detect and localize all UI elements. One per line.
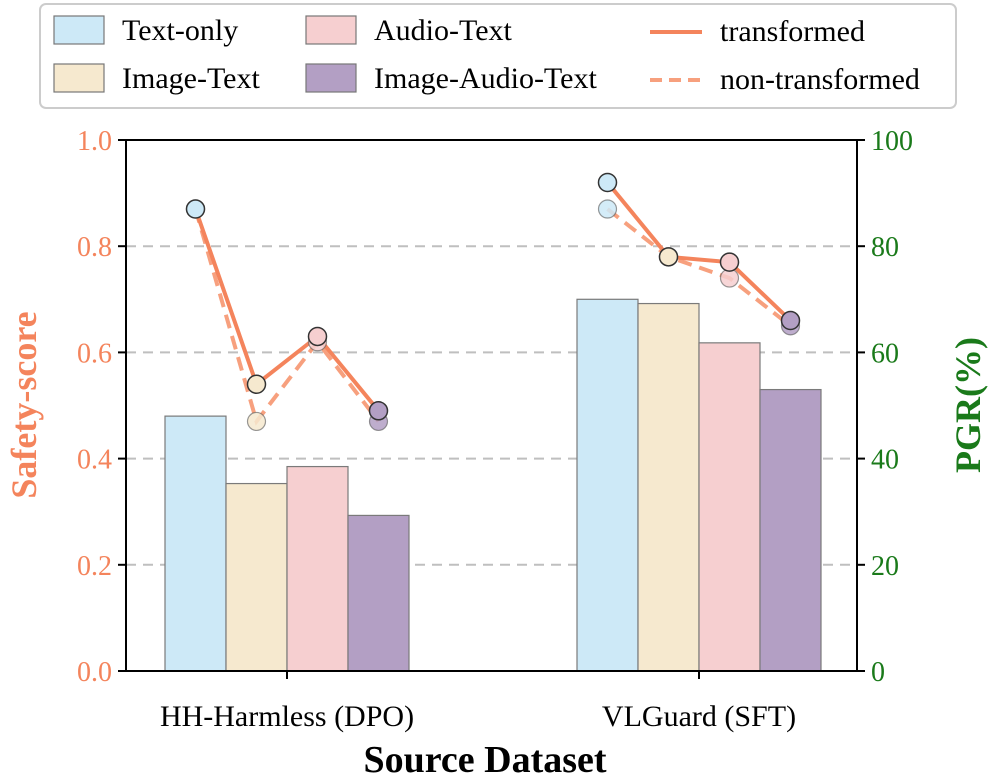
legend-swatch [305,15,357,45]
right-tick-label: 60 [871,338,899,369]
legend-label: Image-Audio-Text [374,62,597,95]
axes [125,139,858,672]
left-tick-label: 0.0 [77,657,112,688]
axis-labels: Source Dataset Safety-score PGR(%) [4,311,988,781]
x-tick-label: VLGuard (SFT) [602,700,796,733]
marker-transformed [368,401,389,421]
right-tick-label: 40 [871,445,899,476]
left-axis-title: Safety-score [4,311,44,498]
right-tick-label: 100 [871,126,913,157]
legend-label: transformed [720,15,865,48]
marker-transformed [597,172,618,193]
legend-box [39,3,957,109]
marker-non-transformed [597,199,618,219]
legend-label: Text-only [122,14,238,47]
legend-swatch [53,63,105,93]
bars [164,298,822,672]
marker-transformed [780,310,801,331]
bar-text-only-1 [576,298,639,672]
legend-label: Audio-Text [374,14,513,47]
bar-image-audio-text-1 [759,388,822,672]
bar-image-audio-text-0 [347,514,410,672]
left-tick-label: 0.8 [77,232,112,263]
line-transformed-1 [605,181,792,322]
series-lines [185,172,801,432]
right-tick-label: 0 [871,657,885,688]
marker-transformed [246,374,267,395]
line-transformed-0 [193,208,381,413]
marker-transformed [719,252,740,272]
x-tick-label: HH-Harmless (DPO) [160,700,414,733]
right-tick-label: 80 [871,232,899,263]
marker-transformed [307,326,328,347]
legend-label: non-transformed [720,63,920,96]
line-non-transformed-1 [606,207,792,328]
marker-transformed [658,247,679,267]
ticks: 0.0 0.2 0.4 0.6 0.8 1.0 0 20 40 60 80 100 HH-Harmles… [77,126,913,733]
left-tick-label: 1.0 [77,126,112,157]
bar-image-text-0 [225,482,288,672]
left-tick-label: 0.4 [77,445,112,476]
legend-label: Image-Text [122,62,260,95]
legend: Text-only Image-Text Audio-Text Image-Audio… [39,3,957,109]
x-axis-title: Source Dataset [363,739,606,781]
marker-transformed [185,199,206,219]
bar-audio-text-0 [286,465,349,672]
right-tick-label: 20 [871,551,899,582]
marker-non-transformed [246,411,267,432]
left-tick-label: 0.6 [77,338,112,369]
legend-swatch [53,15,105,45]
bar-image-text-1 [637,302,700,672]
bar-text-only-0 [164,415,227,672]
bar-audio-text-1 [698,342,761,672]
line-non-transformed-0 [193,208,381,426]
left-tick-label: 0.2 [77,551,112,582]
right-axis-title: PGR(%) [948,337,988,473]
legend-swatch [305,63,357,93]
